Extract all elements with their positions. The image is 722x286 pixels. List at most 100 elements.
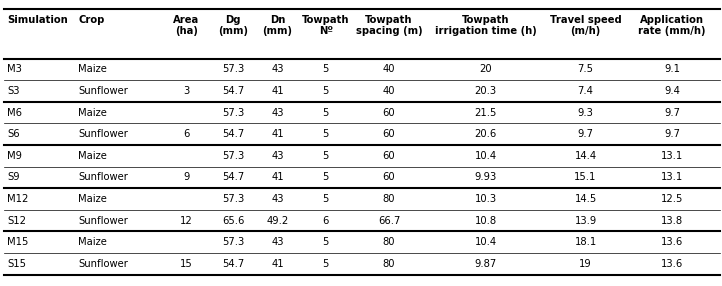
Text: 3: 3 [183, 86, 189, 96]
Text: Towpath
spacing (m): Towpath spacing (m) [356, 15, 422, 36]
Text: 13.1: 13.1 [661, 172, 683, 182]
Text: S9: S9 [7, 172, 19, 182]
Text: 10.4: 10.4 [474, 151, 497, 161]
Text: Maize: Maize [78, 194, 107, 204]
Text: 13.8: 13.8 [661, 216, 683, 226]
Text: 60: 60 [383, 151, 396, 161]
Text: M12: M12 [7, 194, 29, 204]
Text: 5: 5 [323, 151, 329, 161]
Text: Sunflower: Sunflower [78, 259, 128, 269]
Text: 54.7: 54.7 [222, 129, 244, 139]
Text: 5: 5 [323, 237, 329, 247]
Text: 20: 20 [479, 64, 492, 74]
Text: 12.5: 12.5 [661, 194, 683, 204]
Text: 54.7: 54.7 [222, 172, 244, 182]
Text: 43: 43 [271, 151, 284, 161]
Text: Travel speed
(m/h): Travel speed (m/h) [549, 15, 622, 36]
Text: 65.6: 65.6 [222, 216, 245, 226]
Text: 41: 41 [271, 259, 284, 269]
Text: 6: 6 [183, 129, 189, 139]
Text: Sunflower: Sunflower [78, 86, 128, 96]
Text: 5: 5 [323, 64, 329, 74]
Text: 54.7: 54.7 [222, 259, 244, 269]
Text: 5: 5 [323, 129, 329, 139]
Text: 9.1: 9.1 [664, 64, 680, 74]
Text: 40: 40 [383, 64, 396, 74]
Text: M6: M6 [7, 108, 22, 118]
Text: 7.4: 7.4 [578, 86, 593, 96]
Text: 9.7: 9.7 [664, 129, 680, 139]
Text: 20.6: 20.6 [474, 129, 497, 139]
Text: Sunflower: Sunflower [78, 129, 128, 139]
Text: 57.3: 57.3 [222, 64, 244, 74]
Text: 9: 9 [183, 172, 189, 182]
Text: 57.3: 57.3 [222, 108, 244, 118]
Text: S15: S15 [7, 259, 26, 269]
Text: 54.7: 54.7 [222, 86, 244, 96]
Text: 15.1: 15.1 [574, 172, 596, 182]
Text: Simulation: Simulation [7, 15, 68, 25]
Text: 14.4: 14.4 [575, 151, 596, 161]
Text: 43: 43 [271, 194, 284, 204]
Text: Maize: Maize [78, 64, 107, 74]
Text: 10.4: 10.4 [474, 237, 497, 247]
Text: 43: 43 [271, 64, 284, 74]
Text: M15: M15 [7, 237, 29, 247]
Text: 5: 5 [323, 108, 329, 118]
Text: 60: 60 [383, 129, 396, 139]
Text: 13.6: 13.6 [661, 259, 683, 269]
Text: 40: 40 [383, 86, 396, 96]
Text: 15: 15 [180, 259, 193, 269]
Text: 5: 5 [323, 172, 329, 182]
Text: 18.1: 18.1 [575, 237, 596, 247]
Text: 57.3: 57.3 [222, 237, 244, 247]
Text: Towpath
Nº: Towpath Nº [302, 15, 349, 36]
Text: 80: 80 [383, 194, 396, 204]
Text: M3: M3 [7, 64, 22, 74]
Text: 5: 5 [323, 259, 329, 269]
Text: Area
(ha): Area (ha) [173, 15, 199, 36]
Text: 5: 5 [323, 86, 329, 96]
Text: 49.2: 49.2 [266, 216, 289, 226]
Text: 60: 60 [383, 108, 396, 118]
Text: 9.93: 9.93 [474, 172, 497, 182]
Text: 13.6: 13.6 [661, 237, 683, 247]
Text: M9: M9 [7, 151, 22, 161]
Text: 9.7: 9.7 [664, 108, 680, 118]
Text: 6: 6 [323, 216, 329, 226]
Text: Maize: Maize [78, 108, 107, 118]
Text: 9.87: 9.87 [474, 259, 497, 269]
Text: 57.3: 57.3 [222, 151, 244, 161]
Text: Towpath
irrigation time (h): Towpath irrigation time (h) [435, 15, 536, 36]
Text: 10.8: 10.8 [474, 216, 497, 226]
Text: 41: 41 [271, 172, 284, 182]
Text: Application
rate (mm/h): Application rate (mm/h) [638, 15, 706, 36]
Text: 41: 41 [271, 129, 284, 139]
Text: 12: 12 [180, 216, 193, 226]
Text: 66.7: 66.7 [378, 216, 400, 226]
Text: 80: 80 [383, 259, 396, 269]
Text: 57.3: 57.3 [222, 194, 244, 204]
Text: 10.3: 10.3 [474, 194, 497, 204]
Text: 5: 5 [323, 194, 329, 204]
Text: 43: 43 [271, 108, 284, 118]
Text: Maize: Maize [78, 237, 107, 247]
Text: 20.3: 20.3 [474, 86, 497, 96]
Text: Crop: Crop [78, 15, 105, 25]
Text: 9.3: 9.3 [578, 108, 593, 118]
Text: 9.7: 9.7 [578, 129, 593, 139]
Text: 43: 43 [271, 237, 284, 247]
Text: 80: 80 [383, 237, 396, 247]
Text: S6: S6 [7, 129, 19, 139]
Text: Sunflower: Sunflower [78, 216, 128, 226]
Text: Sunflower: Sunflower [78, 172, 128, 182]
Text: Dn
(mm): Dn (mm) [263, 15, 292, 36]
Text: 60: 60 [383, 172, 396, 182]
Text: Dg
(mm): Dg (mm) [218, 15, 248, 36]
Text: 41: 41 [271, 86, 284, 96]
Text: 14.5: 14.5 [575, 194, 596, 204]
Text: S3: S3 [7, 86, 19, 96]
Text: 13.1: 13.1 [661, 151, 683, 161]
Text: 13.9: 13.9 [575, 216, 596, 226]
Text: 21.5: 21.5 [474, 108, 497, 118]
